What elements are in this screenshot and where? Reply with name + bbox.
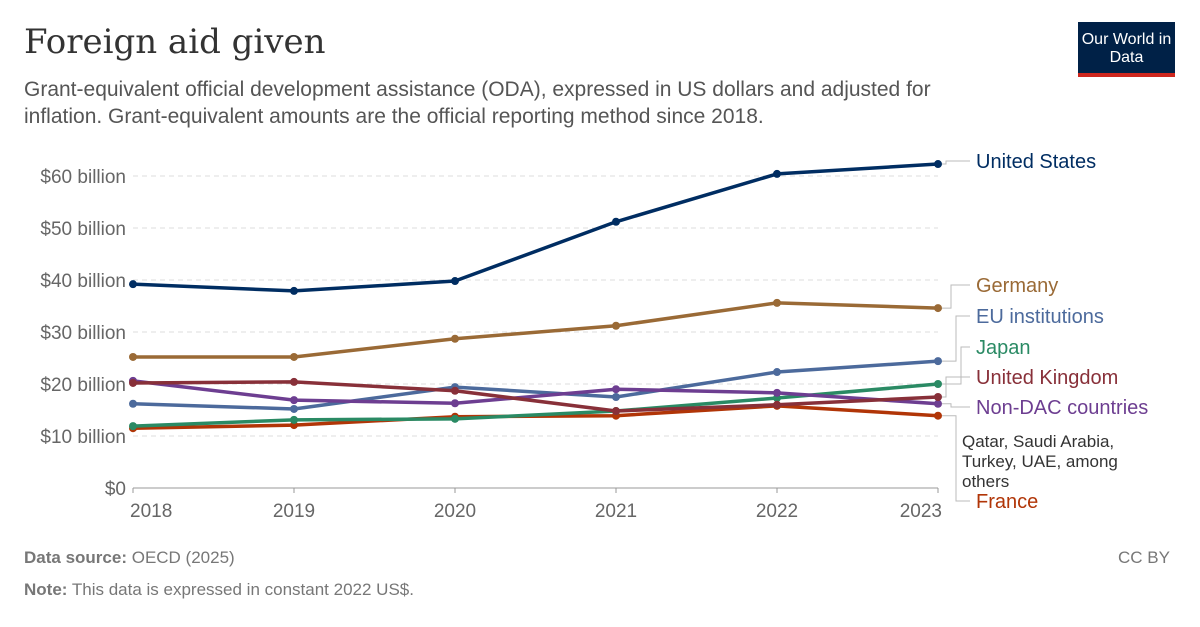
data-point <box>290 352 298 361</box>
data-point <box>129 422 137 431</box>
x-tick-label: 2020 <box>434 501 476 522</box>
data-point <box>451 399 459 408</box>
data-point <box>773 368 781 377</box>
x-tick-label: 2021 <box>595 501 637 522</box>
data-point <box>129 378 137 387</box>
series-line-united-kingdom <box>132 380 939 413</box>
data-point <box>773 169 781 178</box>
label-connector <box>942 284 970 309</box>
series-line-united-states <box>132 162 939 293</box>
data-point <box>934 160 942 169</box>
data-point <box>934 304 942 313</box>
data-point <box>934 357 942 366</box>
data-point <box>934 393 942 401</box>
owid-logo[interactable]: Our World in Data <box>1078 22 1175 77</box>
data-point <box>290 404 298 413</box>
legend-label: France <box>976 491 1038 513</box>
data-point <box>290 396 298 405</box>
data-point <box>934 399 942 408</box>
y-tick-label: $50 billion <box>40 219 126 240</box>
label-connector <box>942 376 970 398</box>
data-source: Data source: OECD (2025) <box>24 548 235 567</box>
source-link[interactable]: OECD (2025) <box>131 548 235 567</box>
chart-subtitle: Grant-equivalent official development as… <box>24 78 931 128</box>
license[interactable]: CC BY <box>1118 548 1170 567</box>
label-connector <box>942 160 970 165</box>
y-tick-label: $60 billion <box>40 167 126 188</box>
x-tick-label: 2018 <box>130 501 172 522</box>
legend-label: Japan <box>976 337 1031 359</box>
legend-label: Non-DAC countries <box>976 397 1148 419</box>
x-tick-label: 2019 <box>273 501 315 522</box>
data-point <box>612 393 620 401</box>
series-line-non-dac-countries <box>132 379 939 406</box>
data-point <box>129 399 137 408</box>
label-connector <box>942 415 970 502</box>
y-tick-label: $40 billion <box>40 271 126 292</box>
data-point <box>612 385 620 394</box>
y-tick-label: $10 billion <box>40 427 126 448</box>
x-tick-label: 2022 <box>756 501 798 522</box>
data-point <box>290 286 298 295</box>
data-point <box>451 277 459 286</box>
data-point <box>129 352 137 361</box>
label-connector <box>942 315 970 362</box>
y-tick-label: $20 billion <box>40 375 126 396</box>
data-point <box>451 334 459 343</box>
data-point <box>612 321 620 330</box>
series-line-eu-institutions <box>132 359 939 411</box>
label-connector <box>942 403 970 408</box>
data-point <box>773 388 781 397</box>
legend-label: United Kingdom <box>976 367 1118 389</box>
y-tick-label: $30 billion <box>40 323 126 344</box>
data-point <box>934 411 942 420</box>
label-connector <box>942 346 970 385</box>
series-line-germany <box>133 301 939 359</box>
data-point <box>290 377 298 386</box>
legend-label: EU institutions <box>976 306 1104 328</box>
data-point <box>934 380 942 388</box>
legend-label: United States <box>976 151 1096 173</box>
data-point <box>129 280 137 289</box>
data-point <box>612 217 620 226</box>
note: Note: This data is expressed in constant… <box>24 580 414 599</box>
data-point <box>290 415 298 424</box>
legend-note: Qatar, Saudi Arabia, Turkey, UAE, among ot… <box>962 432 1118 491</box>
data-point <box>451 414 459 423</box>
data-point <box>773 400 781 409</box>
x-tick-label: 2023 <box>900 501 942 522</box>
data-point <box>612 407 620 416</box>
data-point <box>451 386 459 395</box>
legend-label: Germany <box>976 275 1058 297</box>
chart-title: Foreign aid given <box>24 22 326 62</box>
y-tick-label: $0 <box>105 479 126 500</box>
data-point <box>773 298 781 307</box>
